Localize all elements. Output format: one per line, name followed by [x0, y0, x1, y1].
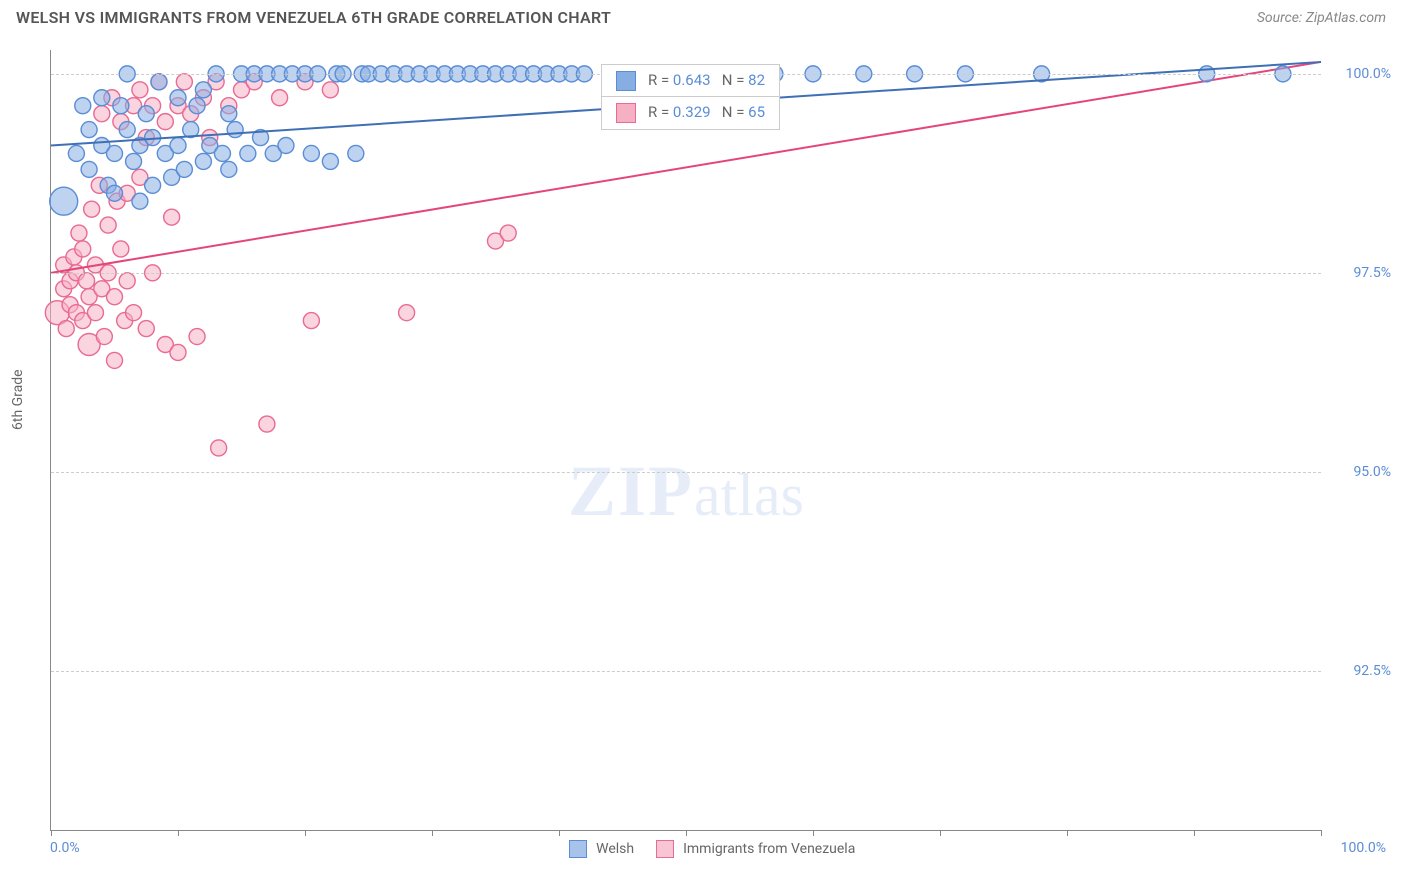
x-tick-mark: [51, 830, 52, 836]
stats-R: 0.329: [673, 103, 711, 121]
scatter-point-venezuela: [500, 225, 516, 241]
scatter-point-venezuela: [79, 273, 95, 289]
scatter-point-welsh: [170, 90, 186, 106]
x-tick-mark: [686, 830, 687, 836]
legend: Welsh Immigrants from Venezuela: [0, 840, 1406, 858]
scatter-point-welsh: [75, 98, 91, 114]
scatter-point-venezuela: [71, 225, 87, 241]
scatter-point-venezuela: [303, 313, 319, 329]
y-tick-label: 95.0%: [1353, 464, 1391, 480]
scatter-point-venezuela: [87, 305, 103, 321]
scatter-point-venezuela: [211, 440, 227, 456]
scatter-point-welsh: [176, 161, 192, 177]
x-tick-mark: [1194, 830, 1195, 836]
legend-swatch-welsh: [569, 840, 587, 858]
scatter-point-venezuela: [96, 329, 112, 345]
scatter-point-welsh: [278, 138, 294, 154]
y-tick-label: 92.5%: [1353, 663, 1391, 679]
scatter-point-welsh: [227, 122, 243, 138]
scatter-point-venezuela: [164, 209, 180, 225]
scatter-point-welsh: [145, 177, 161, 193]
y-tick-label: 100.0%: [1346, 66, 1391, 82]
scatter-point-venezuela: [259, 416, 275, 432]
scatter-point-welsh: [107, 185, 123, 201]
x-tick-mark: [178, 830, 179, 836]
stats-row: R = 0.329 N = 65: [601, 96, 780, 130]
scatter-point-welsh: [195, 82, 211, 98]
scatter-point-venezuela: [189, 329, 205, 345]
stats-N: 82: [748, 71, 765, 89]
legend-label-venezuela: Immigrants from Venezuela: [683, 841, 855, 857]
scatter-point-venezuela: [113, 241, 129, 257]
scatter-point-welsh: [214, 145, 230, 161]
scatter-svg: [51, 50, 1321, 830]
scatter-point-welsh: [189, 98, 205, 114]
stats-R: 0.643: [673, 71, 711, 89]
scatter-point-venezuela: [107, 352, 123, 368]
scatter-point-welsh: [107, 145, 123, 161]
scatter-point-welsh: [240, 145, 256, 161]
stats-N: 65: [748, 103, 765, 121]
scatter-point-venezuela: [75, 241, 91, 257]
scatter-point-welsh: [195, 153, 211, 169]
scatter-point-venezuela: [138, 321, 154, 337]
scatter-point-venezuela: [170, 344, 186, 360]
scatter-point-welsh: [322, 153, 338, 169]
stats-swatch: [616, 71, 636, 91]
x-tick-mark: [940, 830, 941, 836]
scatter-point-welsh: [221, 161, 237, 177]
scatter-point-venezuela: [107, 289, 123, 305]
scatter-point-welsh: [126, 153, 142, 169]
source-text: Source: ZipAtlas.com: [1257, 10, 1386, 26]
scatter-point-venezuela: [126, 305, 142, 321]
scatter-point-welsh: [132, 193, 148, 209]
y-tick-label: 97.5%: [1353, 265, 1391, 281]
scatter-point-welsh: [303, 145, 319, 161]
x-tick-mark: [1321, 830, 1322, 836]
scatter-point-venezuela: [119, 273, 135, 289]
scatter-point-venezuela: [100, 217, 116, 233]
gridline: [51, 472, 1321, 473]
scatter-point-welsh: [138, 106, 154, 122]
x-tick-mark: [559, 830, 560, 836]
scatter-point-welsh: [119, 122, 135, 138]
legend-swatch-venezuela: [656, 840, 674, 858]
x-tick-mark: [305, 830, 306, 836]
scatter-point-venezuela: [94, 106, 110, 122]
gridline: [51, 273, 1321, 274]
scatter-point-welsh: [151, 74, 167, 90]
x-tick-mark: [813, 830, 814, 836]
stats-swatch: [616, 103, 636, 123]
scatter-point-welsh: [81, 122, 97, 138]
stats-row: R = 0.643 N = 82: [601, 64, 780, 98]
scatter-point-venezuela: [176, 74, 192, 90]
x-tick-mark: [1067, 830, 1068, 836]
scatter-point-welsh: [348, 145, 364, 161]
x-tick-mark: [432, 830, 433, 836]
chart-title: WELSH VS IMMIGRANTS FROM VENEZUELA 6TH G…: [16, 8, 611, 27]
scatter-point-venezuela: [272, 90, 288, 106]
y-axis-label: 6th Grade: [10, 369, 26, 430]
scatter-point-welsh: [68, 145, 84, 161]
scatter-point-welsh: [81, 161, 97, 177]
scatter-point-welsh: [113, 98, 129, 114]
legend-label-welsh: Welsh: [596, 841, 634, 857]
scatter-point-venezuela: [84, 201, 100, 217]
scatter-point-venezuela: [132, 82, 148, 98]
chart-plot-area: ZIPatlas 92.5%95.0%97.5%100.0%R = 0.643 …: [50, 50, 1321, 831]
gridline: [51, 671, 1321, 672]
scatter-point-venezuela: [157, 114, 173, 130]
scatter-point-welsh: [94, 90, 110, 106]
scatter-point-welsh: [50, 187, 78, 215]
scatter-point-welsh: [221, 106, 237, 122]
scatter-point-venezuela: [399, 305, 415, 321]
scatter-point-welsh: [170, 138, 186, 154]
scatter-point-venezuela: [322, 82, 338, 98]
scatter-point-venezuela: [58, 321, 74, 337]
